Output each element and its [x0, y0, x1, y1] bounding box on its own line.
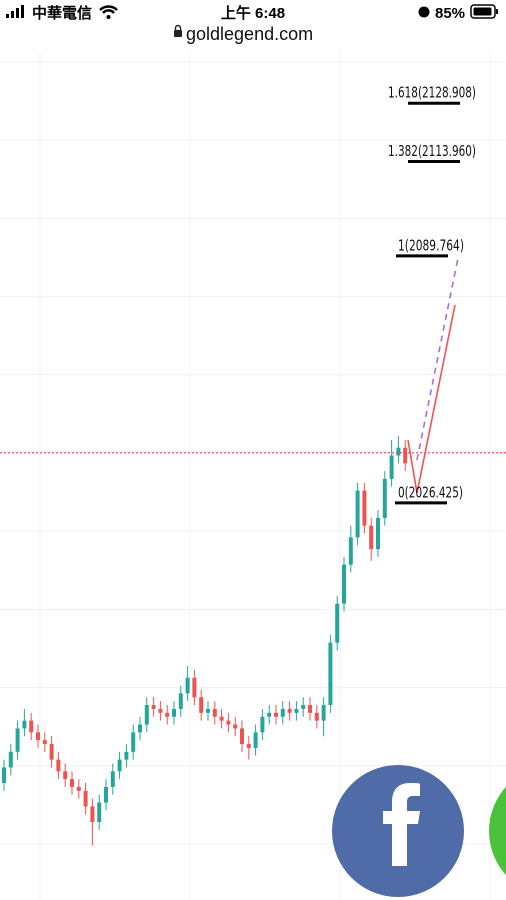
- candle-body: [328, 642, 333, 706]
- candle-body: [226, 720, 231, 725]
- candle-body: [104, 786, 108, 803]
- candle-body: [185, 677, 190, 694]
- candle-body: [15, 728, 20, 752]
- candle-body: [212, 708, 217, 717]
- candle-body: [335, 603, 340, 643]
- lock-icon: [174, 24, 182, 30]
- lock-icon: [174, 30, 182, 37]
- candle-body: [355, 490, 360, 538]
- candle-body: [376, 517, 380, 550]
- facebook-button[interactable]: [332, 765, 464, 897]
- candle-body: [36, 732, 40, 741]
- candle-body: [396, 447, 401, 456]
- alarm-icon: [418, 6, 430, 18]
- candle-body: [97, 802, 102, 823]
- candle-body: [260, 716, 265, 733]
- candle-body: [342, 564, 346, 604]
- candle-body: [219, 716, 224, 721]
- candle-body: [294, 708, 299, 713]
- candle-body: [199, 697, 204, 713]
- candle-body: [63, 771, 68, 780]
- fib-label: 1(2089.764): [398, 236, 464, 254]
- candle-body: [151, 705, 156, 709]
- chart: [0, 50, 506, 900]
- signal-icon: [21, 5, 24, 18]
- candle-body: [110, 771, 115, 787]
- facebook-icon: [383, 783, 420, 866]
- candle-body: [287, 708, 292, 713]
- candle-body: [348, 537, 353, 565]
- candle-body: [22, 720, 27, 729]
- candle-body: [49, 744, 54, 760]
- fib-label: 1.382(2113.960): [388, 142, 476, 160]
- candle-body: [83, 790, 88, 807]
- candle-body: [246, 744, 251, 748]
- candle-body: [2, 767, 6, 784]
- fib-projection-line: [416, 257, 459, 461]
- candle-body: [267, 712, 272, 717]
- candle-body: [308, 705, 312, 713]
- fib-labels: 1.618(2128.908) 1.382(2113.960) 1(2089.764…: [388, 84, 476, 505]
- fib-label: 0(2026.425): [398, 483, 463, 501]
- candle-body: [369, 525, 374, 550]
- candle-body: [382, 478, 387, 518]
- battery-icon: [470, 4, 496, 19]
- candle-body: [56, 759, 61, 772]
- candle-body: [321, 705, 326, 721]
- candle-body: [131, 732, 136, 752]
- signal-icon: [11, 11, 14, 18]
- candle-body: [172, 708, 176, 717]
- candle-body: [165, 712, 170, 717]
- fib-label: 1.618(2128.908): [388, 84, 476, 102]
- battery-icon: [473, 7, 492, 16]
- candle-body: [403, 447, 408, 464]
- battery-percent: 85%: [435, 5, 465, 22]
- candle-body: [178, 693, 183, 709]
- candle-body: [240, 728, 244, 745]
- candle-body: [144, 705, 149, 725]
- share-button[interactable]: [489, 765, 506, 897]
- wifi-icon: [99, 5, 118, 14]
- status-bar: 中華電信 上午 6:48 85%: [6, 4, 498, 22]
- candle-body: [8, 751, 13, 768]
- candle-body: [192, 677, 197, 698]
- carrier: 中華電信: [32, 4, 92, 22]
- candle-body: [274, 712, 278, 717]
- address-bar[interactable]: goldlegend.com: [174, 24, 313, 44]
- candle-body: [280, 708, 285, 717]
- candle-body: [70, 779, 74, 787]
- wifi-icon: [106, 15, 111, 19]
- candle-body: [42, 740, 47, 745]
- candle-body: [362, 490, 367, 526]
- signal-icon: [16, 8, 19, 18]
- clock: 上午 6:48: [221, 4, 285, 22]
- candle-body: [389, 455, 394, 479]
- candle-body: [76, 786, 81, 791]
- url[interactable]: goldlegend.com: [186, 24, 313, 44]
- candle-body: [29, 720, 34, 733]
- candle-body: [138, 724, 142, 733]
- candle-body: [206, 708, 210, 713]
- candle-body: [233, 724, 238, 729]
- fib-trend-line: [407, 304, 456, 494]
- candle-body: [124, 751, 129, 760]
- battery-icon: [496, 9, 498, 14]
- candle-body: [117, 759, 122, 772]
- signal-icon: [6, 14, 9, 18]
- candle-body: [301, 705, 306, 709]
- candle-body: [314, 712, 319, 721]
- candle-body: [253, 732, 258, 748]
- candle-body: [90, 806, 95, 823]
- candle-body: [158, 708, 163, 713]
